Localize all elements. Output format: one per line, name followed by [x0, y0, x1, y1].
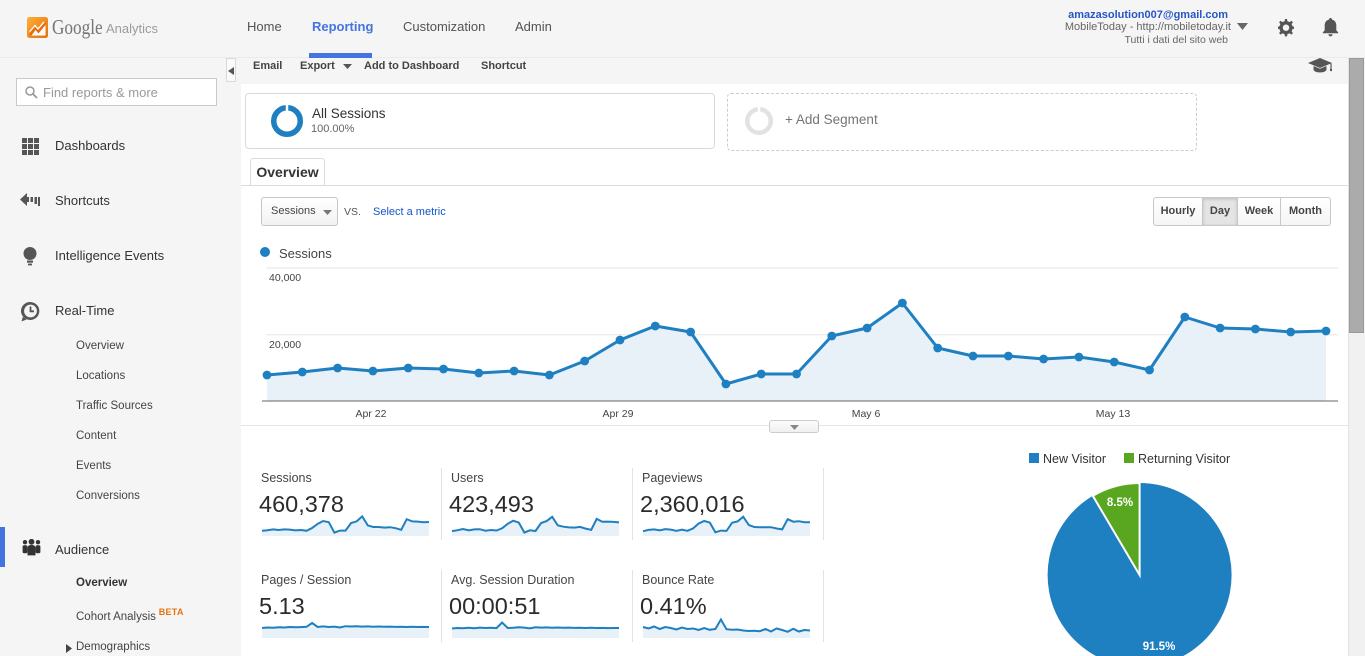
svg-text:8.5%: 8.5% [1107, 497, 1133, 509]
svg-text:91.5%: 91.5% [1143, 641, 1176, 653]
